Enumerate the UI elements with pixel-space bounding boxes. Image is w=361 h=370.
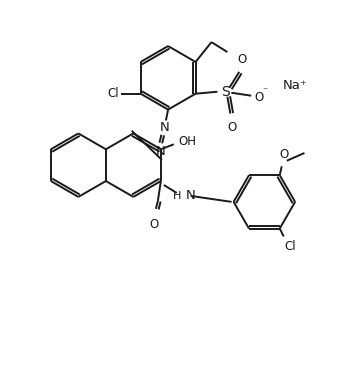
Text: OH: OH <box>179 135 197 148</box>
Text: N: N <box>186 189 195 202</box>
Text: N: N <box>155 145 165 158</box>
Text: O: O <box>254 91 264 104</box>
Text: H: H <box>173 191 182 201</box>
Text: O: O <box>228 121 237 134</box>
Text: Cl: Cl <box>107 87 119 100</box>
Text: O: O <box>149 218 158 231</box>
Text: ⁻: ⁻ <box>262 87 267 97</box>
Text: Cl: Cl <box>285 240 296 253</box>
Text: N: N <box>160 121 170 134</box>
Text: O: O <box>238 53 247 66</box>
Text: Na⁺: Na⁺ <box>283 79 308 92</box>
Text: S: S <box>221 85 230 99</box>
Text: O: O <box>279 148 288 161</box>
